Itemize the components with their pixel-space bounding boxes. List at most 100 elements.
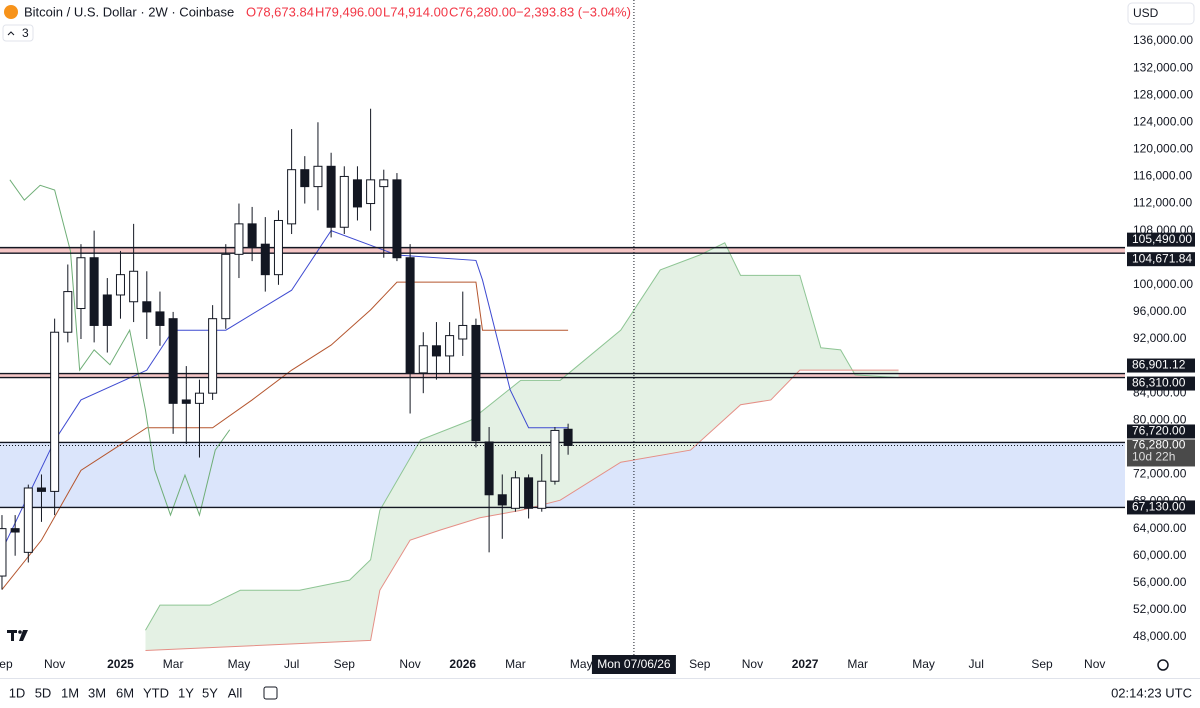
indicator-count: 3 — [22, 26, 29, 40]
range-button[interactable]: 1D — [9, 685, 26, 700]
price-tag — [1127, 252, 1195, 267]
candle-body — [445, 335, 455, 357]
y-tick-label: 100,000.00 — [1133, 277, 1193, 291]
candle-body — [563, 428, 573, 446]
clock: 02:14:23 UTC — [1111, 685, 1192, 700]
y-tick-label: 120,000.00 — [1133, 142, 1193, 156]
candle-body — [550, 429, 560, 482]
candle-body — [537, 480, 547, 509]
candle-body — [379, 179, 389, 188]
ohlc-low: L74,914.00 — [383, 4, 448, 19]
chevron — [7, 31, 15, 36]
plot-area — [0, 0, 1125, 655]
cloud-upper — [145, 242, 899, 631]
candle-body — [194, 392, 204, 404]
x-tick-label: 2027 — [792, 657, 819, 671]
candle-body — [326, 165, 336, 228]
x-tick-label: Sep — [1031, 657, 1053, 671]
y-tick-label: 64,000.00 — [1133, 521, 1187, 535]
settings-icon[interactable] — [1157, 659, 1169, 671]
countdown: 10d 22h — [1132, 450, 1175, 464]
range-button[interactable]: 5Y — [202, 685, 218, 700]
calendar-icon[interactable] — [263, 686, 278, 700]
candle-body — [181, 399, 191, 404]
x-tick-label: Sep — [689, 657, 711, 671]
ohlc-change: −2,393.83 (−3.04%) — [516, 4, 631, 19]
cloud-fill — [145, 242, 899, 651]
candle-body — [63, 291, 73, 333]
y-tick-label: 96,000.00 — [1133, 304, 1187, 318]
y-tick-label: 72,000.00 — [1133, 467, 1187, 481]
price-tag-label: 105,490.00 — [1132, 232, 1192, 246]
price-tag — [1127, 232, 1195, 247]
candle-body — [497, 494, 507, 506]
y-tick-label: 136,000.00 — [1133, 33, 1193, 47]
price-tag-label: 86,310.00 — [1132, 376, 1186, 390]
x-tick-label: Jul — [969, 657, 984, 671]
price-tag-label: 86,901.12 — [1132, 358, 1186, 372]
candle-body — [115, 274, 125, 296]
currency-button[interactable] — [1127, 2, 1195, 25]
y-tick-label: 92,000.00 — [1133, 331, 1187, 345]
band-fill — [0, 373, 1125, 378]
y-tick-label: 56,000.00 — [1133, 575, 1187, 589]
coin-icon — [4, 5, 18, 19]
band-fill — [0, 247, 1125, 254]
last-price-tag — [1127, 439, 1195, 467]
candle-body — [10, 528, 20, 533]
range-button[interactable]: 3M — [88, 685, 106, 700]
x-tick-label: Nov — [1084, 657, 1105, 671]
ohlc-high: H79,496.00 — [315, 4, 382, 19]
range-button[interactable]: All — [228, 685, 243, 700]
y-tick-label: 60,000.00 — [1133, 548, 1187, 562]
candle-body — [287, 169, 297, 225]
candle-body — [142, 301, 152, 313]
range-button[interactable]: 1M — [61, 685, 79, 700]
indicator-line — [1, 230, 569, 551]
candle-body — [273, 219, 283, 276]
candle-body — [0, 528, 7, 577]
crosshair-label: Mon 07/06/26 — [597, 657, 671, 671]
range-button[interactable]: YTD — [143, 685, 169, 700]
y-tick-label: 128,000.00 — [1133, 87, 1193, 101]
last-price-label: 76,280.00 — [1132, 438, 1186, 452]
candle-body — [221, 253, 231, 320]
x-tick-label: Mar — [505, 657, 526, 671]
candle-body — [102, 294, 112, 326]
candle-body — [471, 324, 481, 442]
candle-body — [168, 318, 178, 404]
candle-body — [76, 257, 86, 310]
price-tag-label: 104,671.84 — [1132, 251, 1192, 265]
price-tag — [1127, 358, 1195, 373]
y-tick-label: 48,000.00 — [1133, 629, 1187, 643]
x-tick-label: Jul — [284, 657, 299, 671]
x-tick-label: May — [228, 657, 251, 671]
indicator-line — [1, 281, 569, 590]
range-button[interactable]: 6M — [116, 685, 134, 700]
candle-body — [458, 324, 468, 340]
candle-body — [339, 175, 349, 228]
candle-body — [366, 179, 376, 205]
y-tick-label: 116,000.00 — [1133, 169, 1192, 183]
range-button[interactable]: 5D — [35, 685, 52, 700]
x-tick-label: May — [570, 657, 593, 671]
candle-body — [524, 477, 534, 509]
price-tag — [1127, 376, 1195, 391]
x-tick-label: May — [912, 657, 935, 671]
x-tick-label: 2025 — [107, 657, 134, 671]
candle-body — [313, 165, 323, 188]
candle-body — [418, 345, 428, 374]
candle-body — [234, 223, 244, 255]
ohlc-open: O78,673.84 — [246, 4, 314, 19]
candle-body — [300, 169, 310, 188]
range-button[interactable]: 1Y — [178, 685, 194, 700]
candle-body — [392, 179, 402, 259]
x-tick-label: Nov — [399, 657, 420, 671]
currency: USD — [1133, 6, 1159, 20]
y-tick-label: 80,000.00 — [1133, 412, 1187, 426]
candle-body — [50, 331, 60, 492]
candle-body — [247, 223, 257, 249]
indicator-toggle[interactable] — [2, 24, 34, 42]
candle-body — [36, 487, 46, 492]
